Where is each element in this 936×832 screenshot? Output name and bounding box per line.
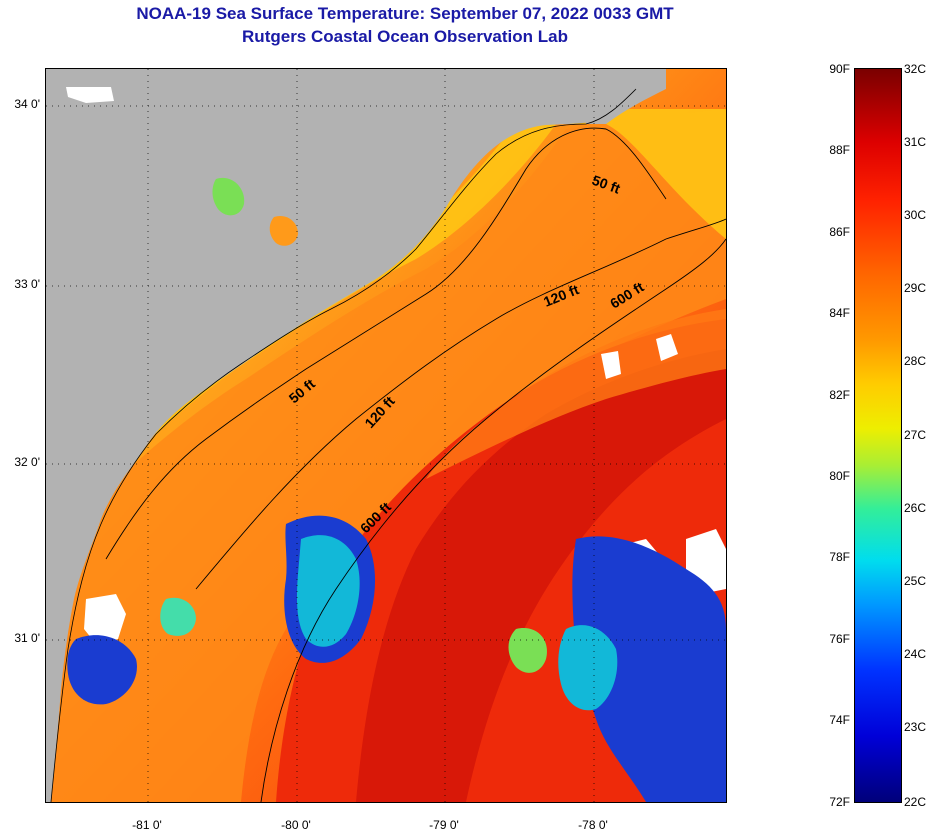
lat-label: 32 0' <box>14 455 40 469</box>
colorbar-c-label: 24C <box>904 647 927 661</box>
colorbar-c-label: 28C <box>904 354 927 368</box>
cool-patch <box>572 536 726 802</box>
land-area <box>46 69 606 802</box>
cool-patch-edge <box>508 628 547 673</box>
temperature-colorbar <box>854 68 902 803</box>
title-line-2: Rutgers Coastal Ocean Observation Lab <box>242 27 568 46</box>
colorbar-f-label: 80F <box>829 469 850 483</box>
lat-label: 31 0' <box>14 631 40 645</box>
sst-map-svg: 50 ft 120 ft 600 ft 50 ft 120 ft 600 ft <box>46 69 726 802</box>
colorbar-c-label: 31C <box>904 135 927 149</box>
colorbar-c-label: 30C <box>904 208 927 222</box>
cool-patch <box>67 635 137 705</box>
colorbar-c-label: 32C <box>904 62 927 76</box>
lat-label: 33 0' <box>14 277 40 291</box>
colorbar-f-label: 84F <box>829 306 850 320</box>
lon-label: -81 0' <box>132 818 162 832</box>
warm-blob <box>269 215 298 246</box>
contour-50ft <box>105 127 667 560</box>
cloud-patch <box>84 594 126 644</box>
colorbar-f-label: 72F <box>829 795 850 809</box>
bathymetry-contours <box>105 127 726 802</box>
land-north-lobe <box>566 69 666 124</box>
lat-label: 34 0' <box>14 97 40 111</box>
cloud-patch <box>601 351 621 379</box>
cloud-patch <box>656 334 678 361</box>
gulfstream-core <box>356 349 726 802</box>
graticule <box>46 69 726 802</box>
colorbar-c-label: 25C <box>904 574 927 588</box>
gulfstream-edge <box>426 309 726 479</box>
colorbar-c-label: 26C <box>904 501 927 515</box>
colorbar-f-label: 82F <box>829 388 850 402</box>
shelf-band-warm <box>46 109 726 802</box>
lon-label: -79 0' <box>429 818 459 832</box>
coastline <box>50 88 637 802</box>
colorbar-c-label: 29C <box>904 281 927 295</box>
colorbar-c-label: 22C <box>904 795 927 809</box>
lon-label: -80 0' <box>281 818 311 832</box>
colorbar-f-label: 78F <box>829 550 850 564</box>
lon-label: -78 0' <box>578 818 608 832</box>
colorbar-c-label: 23C <box>904 720 927 734</box>
colorbar-f-label: 76F <box>829 632 850 646</box>
contour-120ft <box>195 218 726 590</box>
sst-map[interactable]: 50 ft 120 ft 600 ft 50 ft 120 ft 600 ft <box>45 68 727 803</box>
cloud-patch <box>66 87 114 103</box>
title-line-1: NOAA-19 Sea Surface Temperature: Septemb… <box>136 4 674 23</box>
nearshore-band <box>46 109 726 539</box>
colorbar-f-label: 88F <box>829 143 850 157</box>
colorbar-f-label: 90F <box>829 62 850 76</box>
colorbar-f-label: 86F <box>829 225 850 239</box>
colorbar-c-label: 27C <box>904 428 927 442</box>
cool-patch-edge <box>212 177 245 216</box>
colorbar-f-label: 74F <box>829 713 850 727</box>
cool-patch-edge <box>558 625 618 711</box>
cool-patch-edge <box>160 597 196 636</box>
cool-patch-edge <box>296 535 360 647</box>
contour-600ft <box>260 238 726 802</box>
